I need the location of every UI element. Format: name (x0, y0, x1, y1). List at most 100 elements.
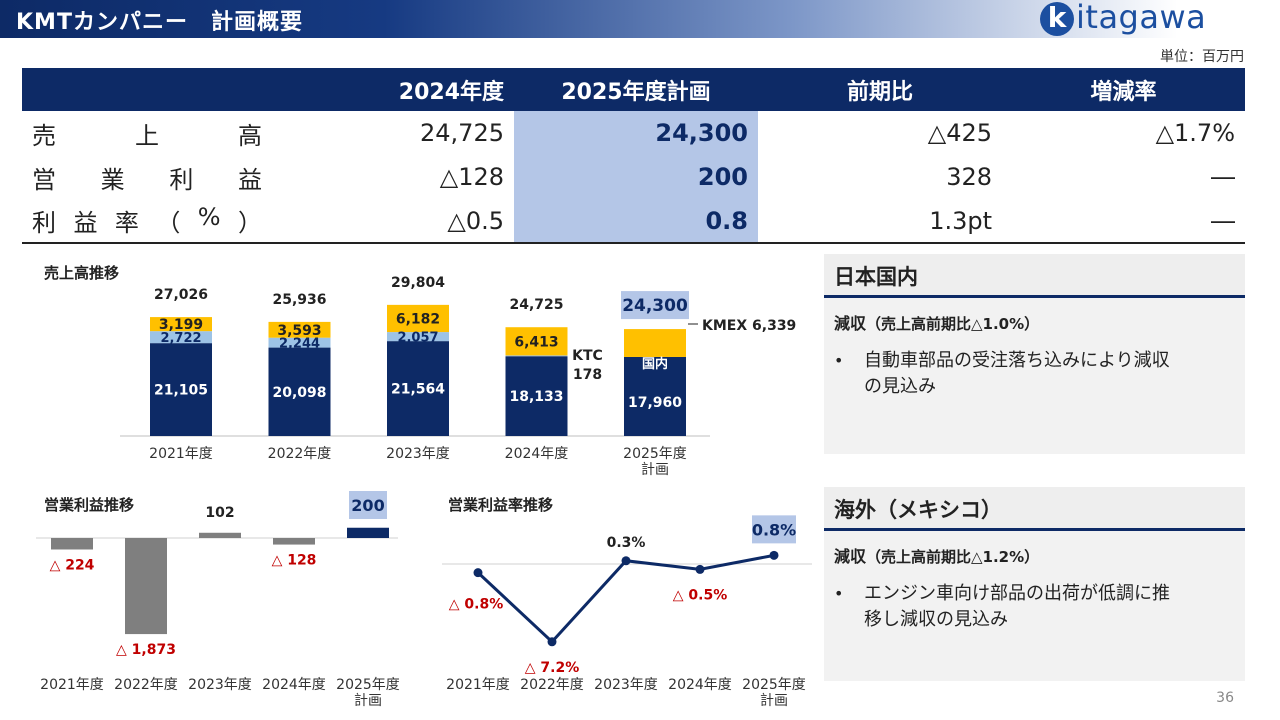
bar-kmex (150, 317, 212, 332)
x-tick-label: 2021年度 (446, 677, 510, 693)
bar-domestic (387, 341, 449, 436)
label-char: 益 (73, 209, 98, 237)
logo-text: itagawa (1076, 0, 1207, 36)
label-char: 高 (238, 121, 262, 150)
cell-sales-2024: 24,725 (420, 119, 504, 147)
x-tick-label: 2024年度 (505, 446, 569, 462)
data-label-domestic: 21,105 (154, 383, 208, 399)
x-tick-label: 2023年度 (188, 677, 252, 693)
panel-overseas-sub-detail: （売上高前期比△1.2%） (866, 548, 1040, 566)
x-tick-label: 2022年度 (114, 677, 178, 693)
table-header-rate: 増減率 (1002, 68, 1245, 111)
panel-overseas-summary: 減収（売上高前期比△1.2%） (824, 531, 1245, 573)
title-bar: KMTカンパニー 計画概要 k itagawa (0, 0, 1280, 38)
annotation-domestic-value: 17,960 (628, 395, 682, 411)
sales-chart-title: 売上高推移 (44, 264, 120, 282)
cell-op-2025: 200 (514, 155, 758, 199)
text-line: の見込み (864, 376, 936, 397)
panel-overseas: 海外（メキシコ） 減収（売上高前期比△1.2%） • エンジン車向け部品の出荷が… (824, 487, 1245, 681)
panel-domestic-bullet: • 自動車部品の受注落ち込みにより減収 の見込み (824, 340, 1245, 400)
margin-chart: △ 0.8% 2021年度 △ 7.2%2022年度 0.3% 2023年度 △ 0.5%… (442, 515, 812, 709)
data-point (473, 568, 483, 578)
label-char: % (197, 203, 221, 231)
data-label-ktc: 2,244 (279, 337, 320, 352)
cell-sales-2025: 24,300 (514, 111, 758, 155)
bar-domestic (624, 356, 686, 436)
bar-ktc (268, 337, 331, 348)
panel-overseas-sub: 減収 (834, 547, 867, 566)
bar-kmex (624, 329, 686, 357)
x-tick-label: 計画 (641, 462, 669, 478)
table-header-2025-plan: 2025年度計画 (514, 68, 758, 111)
panel-domestic-sub-detail: （売上高前期比△1.0%） (866, 315, 1040, 333)
label-char: 上 (135, 121, 159, 150)
data-label: △ 0.5% (673, 587, 727, 603)
bar-ktc (505, 355, 568, 357)
bar-op-profit (347, 527, 389, 538)
x-tick-label: 2023年度 (594, 677, 658, 693)
bar-op-profit (125, 538, 167, 635)
bar-domestic (268, 347, 331, 436)
x-tick-label: 2022年度 (520, 677, 584, 693)
data-label: 0.8% (752, 520, 796, 539)
cell-op-diff: 328 (946, 163, 992, 191)
panel-domestic: 日本国内 減収（売上高前期比△1.0%） • 自動車部品の受注落ち込みにより減収… (824, 254, 1245, 454)
table-row-op-profit: 営 業 利 益 △128 200 328 ― (22, 155, 1245, 199)
data-label: △ 128 (272, 553, 317, 569)
x-tick-label: 2023年度 (386, 446, 450, 462)
panel-overseas-bullet: • エンジン車向け部品の出荷が低調に推 移し減収の見込み (824, 573, 1245, 633)
margin-chart-title: 営業利益率推移 (448, 496, 554, 514)
table-row-sales: 売 上 高 24,725 24,300 △425 △1.7% (22, 111, 1245, 155)
series-line (476, 553, 775, 644)
cell-margin-2024: △0.5 (270, 199, 514, 244)
x-tick-label: 2024年度 (668, 677, 732, 693)
label-char: ） (238, 209, 262, 237)
data-label: △ 1,873 (116, 642, 176, 658)
bar-op-profit (273, 538, 315, 545)
bar-domestic (150, 343, 212, 436)
bar-ktc (387, 332, 449, 342)
x-tick-label: 2021年度 (149, 446, 213, 462)
bar-op-profit (51, 538, 93, 550)
label-char: 益 (237, 165, 262, 194)
label-char: 利 (169, 165, 194, 194)
unit-label: 単位：百万円 (1160, 49, 1244, 65)
data-label-total: 25,936 (272, 292, 326, 308)
cell-op-rate: ― (1211, 163, 1235, 191)
data-label-total: 27,026 (154, 287, 208, 303)
kitagawa-logo: k itagawa (1040, 0, 1240, 40)
bar-kmex (387, 304, 449, 333)
table-header-2024: 2024年度 (270, 68, 514, 111)
page-title: KMTカンパニー 計画概要 (16, 10, 303, 35)
annotation-kmex: KMEX 6,339 (702, 318, 796, 334)
data-point (769, 550, 779, 560)
summary-table: 2024年度 2025年度計画 前期比 増減率 売 上 高 24,725 24,… (22, 68, 1245, 244)
table-row-margin: 利 益 率 （ % ） △0.5 0.8 1.3pt ― (22, 199, 1245, 244)
data-label-kmex: 3,593 (277, 323, 321, 339)
table-header-blank (22, 68, 270, 111)
data-label: 0.3% (607, 535, 646, 551)
table-header-yoy: 前期比 (758, 68, 1002, 111)
annotation-domestic-label: 国内 (642, 356, 668, 372)
data-label: 102 (205, 505, 234, 521)
op-chart-title: 営業利益推移 (44, 496, 135, 514)
annotation-ktc-label: KTC (572, 348, 603, 364)
panel-domestic-title: 日本国内 (824, 254, 1245, 298)
label-char: 業 (100, 165, 125, 194)
data-label-kmex: 3,199 (159, 317, 203, 333)
bullet-icon: • (834, 351, 844, 370)
bar-kmex (505, 327, 568, 356)
x-tick-label: 計画 (354, 693, 382, 709)
panel-domestic-sub: 減収 (834, 314, 867, 333)
data-label-ktc: 2,722 (160, 331, 201, 346)
text-line: 自動車部品の受注落ち込みにより減収 (864, 350, 1170, 371)
data-label: △ 224 (50, 557, 95, 573)
data-point (547, 637, 557, 647)
data-point (695, 564, 705, 574)
panel-domestic-text: 自動車部品の受注落ち込みにより減収 の見込み (864, 348, 1170, 400)
data-label-total: 24,300 (622, 296, 688, 316)
bar-kmex (268, 321, 331, 338)
cell-sales-diff: △425 (927, 119, 992, 147)
data-label: △ 7.2% (525, 660, 579, 676)
